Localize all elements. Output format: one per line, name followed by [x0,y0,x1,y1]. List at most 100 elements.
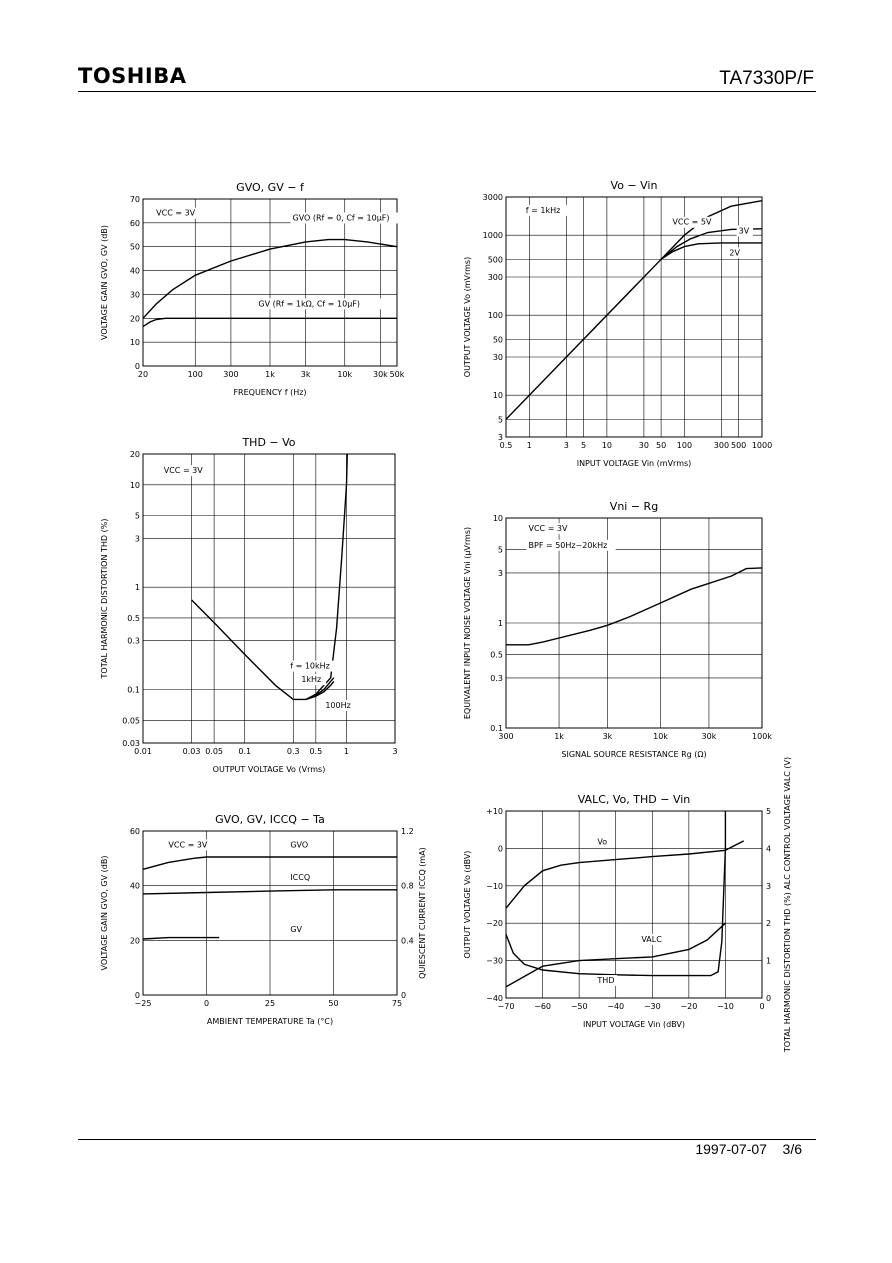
x-tick-label: 100k [752,732,772,741]
y-tick-label: 30 [493,353,503,362]
annotation-label: THD [596,976,614,985]
x-axis-label: AMBIENT TEMPERATURE Ta (°C) [207,1017,333,1026]
series-line [660,242,762,260]
y-tick-label: 20 [130,314,140,323]
x-tick-label: −60 [534,1002,551,1011]
x-tick-label: 300 [223,370,238,379]
x-tick-label: −50 [571,1002,588,1011]
x-axis-label: SIGNAL SOURCE RESISTANCE Rg (Ω) [561,750,706,759]
annotation-label: 2V [729,248,740,257]
brand-logo: TOSHIBA [78,64,187,88]
y-tick-label: 0.3 [490,674,503,683]
y-tick-label: 500 [488,255,503,264]
series-line [506,567,763,646]
y-tick-label: +10 [486,807,503,816]
y2-tick-label: 3 [766,882,771,891]
y-tick-label: 3000 [483,193,503,202]
y-tick-label: 60 [130,219,140,228]
x-axis-label: FREQUENCY f (Hz) [233,388,306,397]
x-tick-label: 10k [653,732,668,741]
y-tick-label: 5 [135,512,140,521]
x-tick-label: 100 [677,441,692,450]
y-axis-label: EQUIVALENT INPUT NOISE VOLTAGE Vni (μVrm… [463,527,472,719]
annotation-bg [526,523,575,535]
y-tick-label: 30 [130,290,140,299]
annotation-bg [727,247,744,259]
x-axis-label: INPUT VOLTAGE Vin (dBV) [583,1020,685,1029]
x-tick-label: 1000 [752,441,772,450]
part-number: TA7330P/F [719,68,814,89]
annotation-bg [595,836,612,848]
x-tick-label: −40 [607,1002,624,1011]
annotation-label: f = 10kHz [290,662,330,671]
annotation-label: VALC [641,935,662,944]
y2-tick-label: 0.4 [401,936,414,945]
y-axis-label: OUTPUT VOLTAGE Vo (mVrms) [463,257,472,377]
y-tick-label: 1000 [483,231,503,240]
y-axis-label: VOLTAGE GAIN GVO, GV (dB) [100,856,109,971]
annotation-label: f = 1kHz [526,206,561,215]
x-tick-label: 3 [564,441,569,450]
footer-date-page: 1997-07-07 3/6 [695,1141,802,1157]
series-line [142,317,397,328]
x-tick-label: 3k [603,732,613,741]
y-axis-label: VOLTAGE GAIN GVO, GV (dB) [100,225,109,340]
y-tick-label: 20 [130,450,140,459]
y-tick-label: 0.05 [122,716,140,725]
y-tick-label: 3 [135,534,140,543]
annotation-label: 100Hz [325,701,350,710]
series-line [142,856,397,870]
y2-tick-label: 0.8 [401,882,414,891]
annotation-bg [288,924,305,936]
x-tick-label: −20 [680,1002,697,1011]
x-tick-label: 300 [498,732,513,741]
annotation-label: GV (Rf = 1kΩ, Cf = 10μF) [258,299,360,308]
x-tick-label: 30k [373,370,388,379]
x-tick-label: 1 [344,747,349,756]
x-tick-label: 3k [301,370,311,379]
chart-title: THD − Vo [241,436,295,449]
y2-tick-label: 1.2 [401,827,414,836]
y2-tick-label: 2 [766,919,771,928]
y-tick-label: 50 [493,335,503,344]
y-tick-label: 0 [135,991,140,1000]
y-tick-label: 5 [498,415,503,424]
x-tick-label: 0.5 [500,441,513,450]
annotation-bg [154,207,202,219]
chart-title: GVO, GV − f [236,181,305,194]
annotation-label: BPF = 50Hz~20kHz [529,541,608,550]
annotation-bg [736,225,754,237]
x-tick-label: 3 [392,747,397,756]
annotation-bg [595,975,618,987]
y-tick-label: 60 [130,827,140,836]
y-tick-label: 20 [130,936,140,945]
y-tick-label: 0 [498,844,503,853]
y-tick-label: 0.5 [490,651,503,660]
chart-title: GVO, GV, ICCQ − Ta [215,813,325,826]
annotation-label: GV [290,925,302,934]
annotation-bg [288,660,342,672]
y-tick-label: 100 [488,311,503,320]
y-tick-label: 0.5 [127,614,140,623]
annotation-label: VCC = 3V [156,209,196,218]
x-tick-label: 10 [602,441,612,450]
annotation-label: 3V [739,226,750,235]
y-tick-label: 0.1 [127,685,140,694]
y-tick-label: 300 [488,273,503,282]
x-tick-label: −25 [135,999,152,1008]
annotation-label: GVO [290,840,308,849]
x-tick-label: 0.3 [287,747,300,756]
chart-title: Vni − Rg [610,500,658,513]
y-tick-label: 10 [130,338,140,347]
y-tick-label: 0.3 [127,637,140,646]
x-tick-label: 1k [265,370,275,379]
x-tick-label: −10 [717,1002,734,1011]
y-tick-label: −10 [486,882,503,891]
annotation-bg [161,465,210,477]
annotation-bg [288,872,316,884]
y-tick-label: 40 [130,882,140,891]
annotation-label: VCC = 3V [164,466,204,475]
